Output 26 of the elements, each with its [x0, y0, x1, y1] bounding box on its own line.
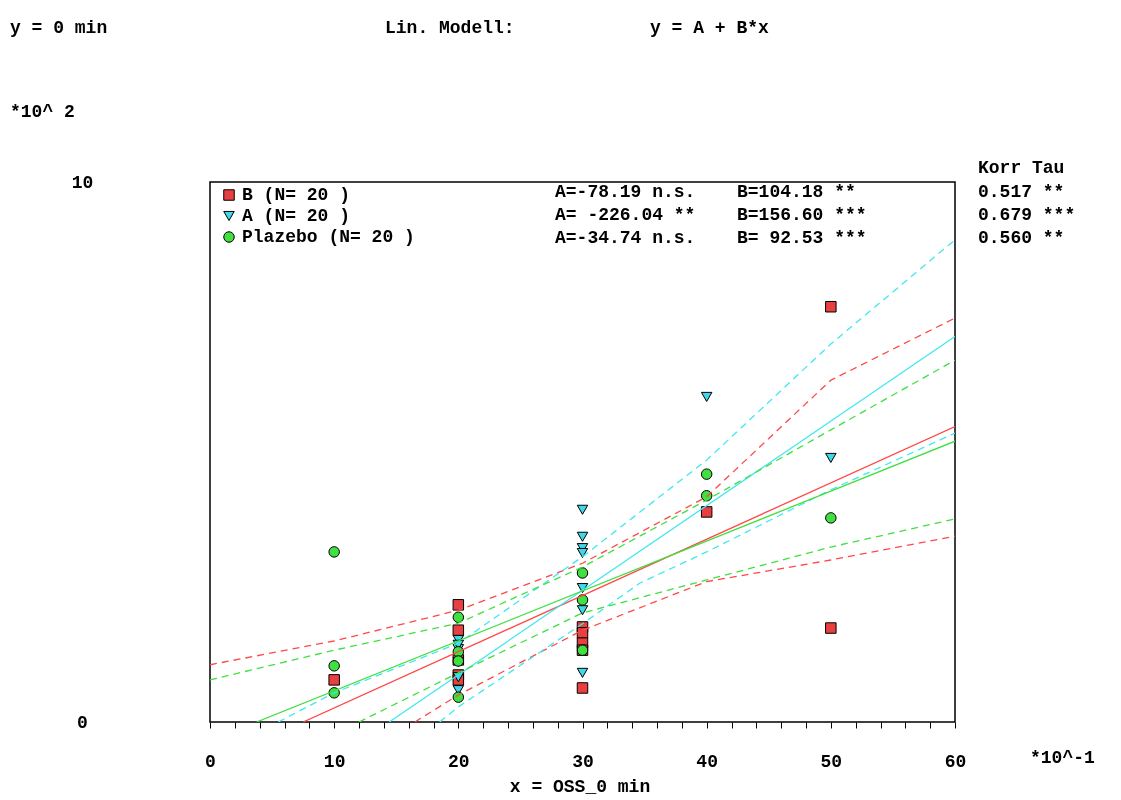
- chart-title: Lin. Modell:: [385, 18, 515, 38]
- annotation: B=104.18 **: [737, 182, 856, 202]
- text: *10^ 2: [10, 102, 75, 122]
- text: 0.517 **: [978, 182, 1065, 202]
- x-tick-label: 20: [448, 751, 470, 772]
- x-tick-label: 10: [323, 751, 346, 772]
- legend-label: B (N= 20 ): [242, 185, 351, 205]
- x-tick-label: 60: [944, 751, 967, 772]
- annotation: B=156.60 ***: [737, 205, 867, 225]
- annotation: B= 92.53 ***: [737, 228, 867, 248]
- x-tick-label: 30: [572, 751, 594, 772]
- text: 0.560 **: [978, 228, 1065, 248]
- legend-label: A (N= 20 ): [242, 206, 351, 226]
- x-tick-label: 0: [205, 751, 216, 772]
- annotation: A= -226.04 **: [555, 205, 696, 225]
- legend-label: Plazebo (N= 20 ): [242, 227, 415, 247]
- chart-subtitle: y = A + B*x: [650, 18, 770, 38]
- text: 0.679 ***: [978, 205, 1076, 225]
- text: Korr Tau: [978, 158, 1065, 178]
- text: *10^-1: [1030, 748, 1096, 768]
- x-tick-label: 50: [820, 751, 843, 772]
- x-tick-label: 40: [696, 751, 718, 772]
- annotation: A=-78.19 n.s.: [555, 182, 696, 202]
- annotation: A=-34.74 n.s.: [555, 228, 696, 248]
- text: y = 0 min: [10, 18, 108, 38]
- x-axis-title: x = OSS_0 min: [509, 777, 651, 797]
